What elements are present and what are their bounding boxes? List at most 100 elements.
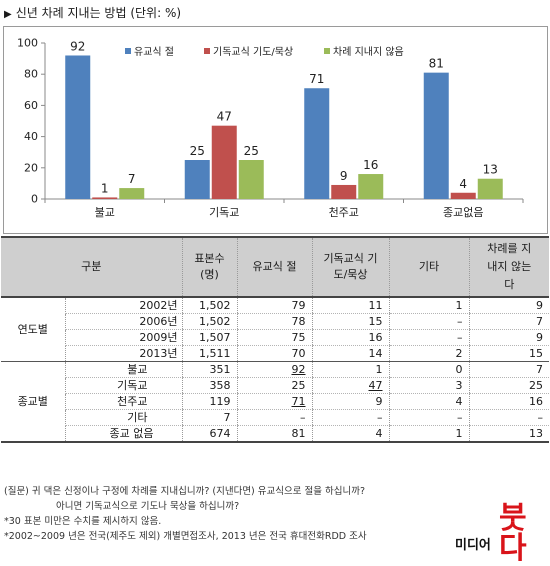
legend-swatch: [204, 48, 210, 54]
bar: [65, 55, 91, 200]
x-tick-label: 종교없음: [443, 206, 483, 219]
data-label: 4: [459, 177, 467, 191]
cell-christian: 47: [311, 377, 389, 394]
cell-none: 25: [468, 377, 549, 394]
cell-confucian: 92: [236, 361, 312, 378]
cell-christian: –: [311, 409, 389, 426]
cell-sample: 351: [181, 361, 237, 378]
row-label: 2002년: [64, 297, 182, 314]
cell-other: –: [388, 313, 469, 330]
group-label-year: 연도별: [1, 297, 65, 362]
media-logo: 미디어 붓다: [455, 504, 547, 564]
legend-swatch: [125, 48, 131, 54]
bar: [211, 125, 237, 199]
cell-christian: 4: [311, 425, 389, 443]
bar: [450, 192, 476, 199]
cell-none: 15: [468, 345, 549, 362]
cell-christian: 1: [311, 361, 389, 378]
x-tick-label: 불교: [95, 206, 115, 219]
data-label: 92: [70, 39, 85, 53]
data-label: 7: [128, 172, 136, 186]
cell-sample: 1,511: [181, 345, 237, 362]
cell-sample: 1,507: [181, 329, 237, 346]
header-category: 구분: [1, 236, 182, 298]
y-tick-label: 0: [31, 193, 38, 206]
cell-other: 2: [388, 345, 469, 362]
cell-sample: 1,502: [181, 297, 237, 314]
header-confucian: 유교식 절: [236, 236, 312, 298]
cell-sample: 674: [181, 425, 237, 443]
data-label: 1: [101, 181, 109, 195]
group-label-religion: 종교별: [1, 361, 65, 443]
survey-question-line1: (질문) 귀 댁은 신정이나 구정에 차례를 지내십니까? (지낸다면) 유교식…: [4, 486, 366, 497]
y-tick-label: 20: [24, 161, 38, 174]
bar-chart: 0 20 40 60 80 100 92 1 7 불교 25 47 25 기독교 71 9 16 천주교 81 4 13…: [17, 37, 524, 219]
bar: [477, 178, 503, 199]
cell-confucian: 78: [236, 313, 312, 330]
logo-big-text: 붓다: [499, 501, 527, 566]
data-label: 16: [363, 158, 378, 172]
bar: [304, 88, 330, 199]
table-row: 2013년 1,511 70 14 2 15: [1, 345, 549, 362]
bar: [119, 188, 145, 199]
cell-christian: 14: [311, 345, 389, 362]
y-tick-label: 40: [24, 130, 38, 143]
cell-none: 7: [468, 361, 549, 378]
bar: [92, 197, 118, 199]
cell-other: –: [388, 409, 469, 426]
row-label: 기독교: [64, 377, 182, 394]
cell-other: –: [388, 329, 469, 346]
table-row: 2009년 1,507 75 16 – 9: [1, 329, 549, 346]
survey-table: 구분 표본수 (명) 유교식 절 기독교식 기도/묵상 기타 차례를 지내지 않…: [1, 236, 549, 443]
bar: [423, 72, 449, 199]
cell-other: 1: [388, 425, 469, 443]
cell-confucian: 71: [236, 393, 312, 410]
bar: [331, 184, 357, 199]
cell-sample: 1,502: [181, 313, 237, 330]
footnote-method: *2002~2009 년은 전국(제주도 제외) 개별면접조사, 2013 년은…: [4, 531, 367, 542]
cell-confucian: 70: [236, 345, 312, 362]
data-label: 9: [340, 169, 348, 183]
legend-label: 차례 지내지 않음: [333, 46, 404, 58]
cell-none: 13: [468, 425, 549, 443]
header-christian: 기독교식 기도/묵상: [311, 236, 389, 298]
data-label: 71: [309, 72, 324, 86]
table-header-row: 구분 표본수 (명) 유교식 절 기독교식 기도/묵상 기타 차례를 지내지 않…: [1, 236, 549, 298]
cell-none: –: [468, 409, 549, 426]
data-label: 25: [244, 144, 259, 158]
cell-confucian: 75: [236, 329, 312, 346]
legend-label: 기독교식 기도/묵상: [213, 46, 293, 58]
cell-confucian: –: [236, 409, 312, 426]
chart-title: 신년 차례 지내는 방법 (단위: %): [15, 6, 182, 20]
x-tick-label: 천주교: [329, 205, 359, 219]
cell-confucian: 81: [236, 425, 312, 443]
chart-header: ▶ 신년 차례 지내는 방법 (단위: %): [4, 4, 181, 21]
cell-christian: 11: [311, 297, 389, 314]
bar: [358, 174, 384, 199]
cell-christian: 9: [311, 393, 389, 410]
cell-christian: 15: [311, 313, 389, 330]
bar: [184, 160, 210, 199]
row-label: 2013년: [64, 345, 182, 362]
cell-other: 0: [388, 361, 469, 378]
cell-none: 9: [468, 329, 549, 346]
table-row: 2006년 1,502 78 15 – 7: [1, 313, 549, 330]
y-tick-label: 100: [17, 37, 38, 50]
cell-none: 9: [468, 297, 549, 314]
data-label: 81: [429, 57, 444, 71]
cell-christian: 16: [311, 329, 389, 346]
table-row: 기독교 358 25 47 3 25: [1, 377, 549, 394]
table-row: 천주교 119 71 9 4 16: [1, 393, 549, 410]
row-label: 천주교: [64, 393, 182, 410]
cell-none: 7: [468, 313, 549, 330]
bar: [238, 160, 264, 199]
cell-none: 16: [468, 393, 549, 410]
table-row: 종교별 불교 351 92 1 0 7: [1, 361, 549, 443]
row-label: 기타: [64, 409, 182, 426]
table-row: 연도별 2002년 1,502 79 11 1 9: [1, 297, 549, 362]
footnote-sample: *30 표본 미만은 수치를 제시하지 않음.: [4, 516, 162, 527]
table-row: 기타 7 – – – –: [1, 409, 549, 426]
row-label: 2006년: [64, 313, 182, 330]
triangle-marker-icon: ▶: [4, 9, 12, 20]
cell-sample: 358: [181, 377, 237, 394]
